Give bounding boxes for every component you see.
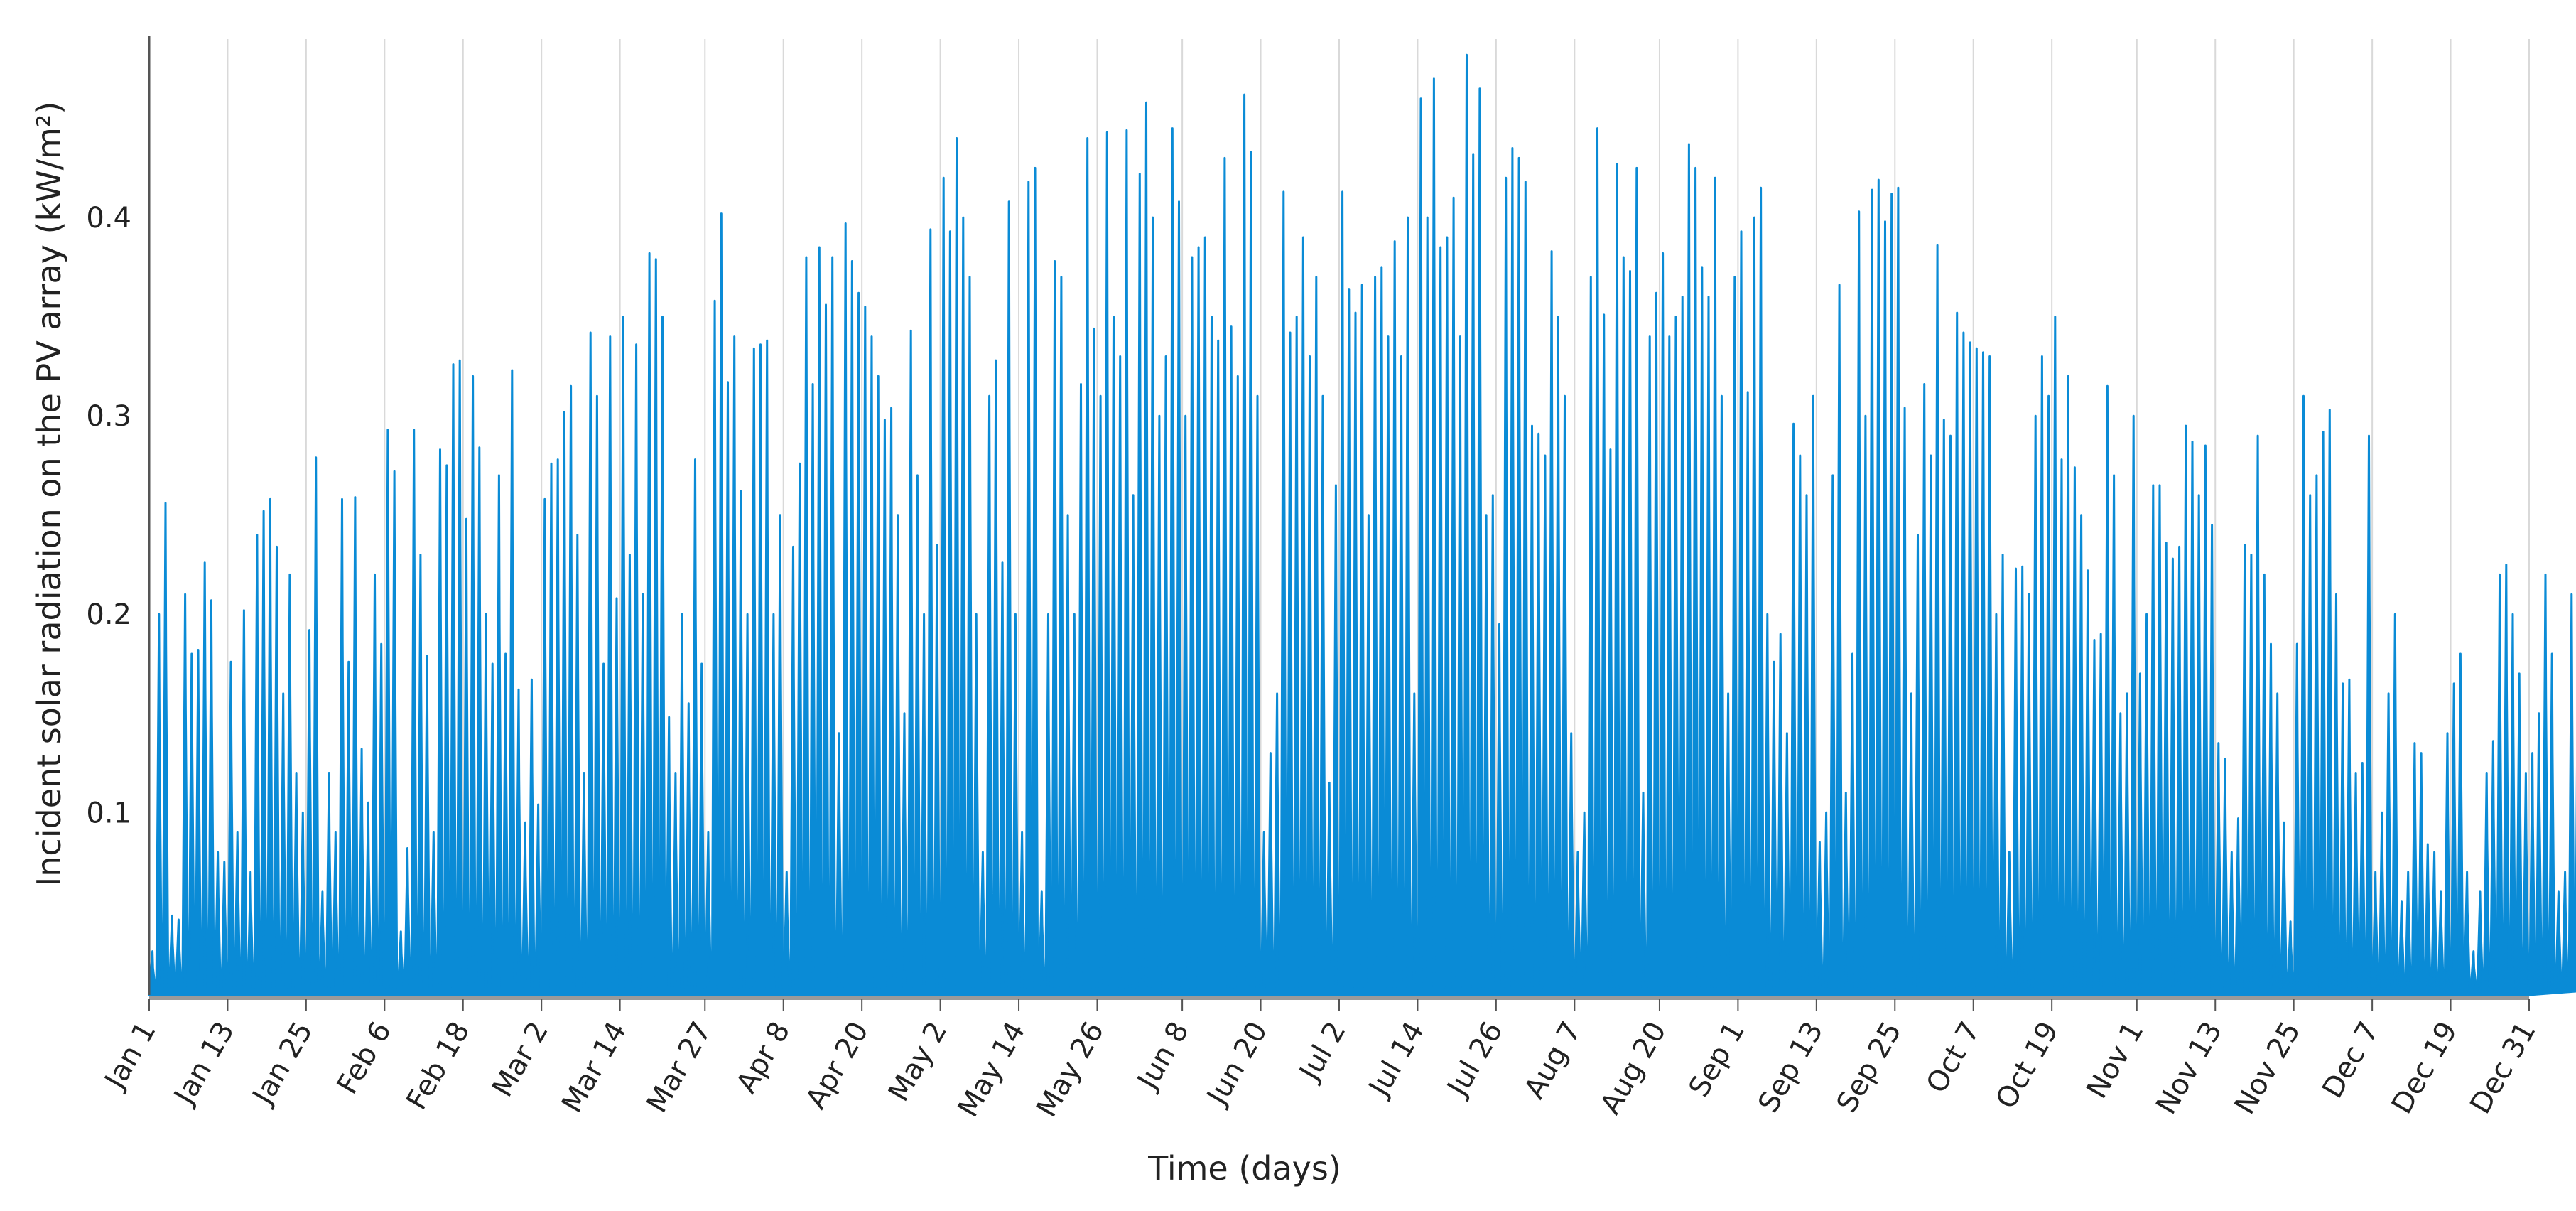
- x-tick-label: Jun 8: [1130, 1016, 1196, 1097]
- x-tick-label: Jul 14: [1362, 1016, 1431, 1103]
- y-axis-title: Incident solar radiation on the PV array…: [30, 102, 68, 887]
- x-tick-label: Jan 13: [167, 1016, 241, 1112]
- axes: [148, 36, 2529, 1000]
- x-tick-label: Mar 14: [556, 1016, 633, 1118]
- y-tick-labels: 0.1 0.2 0.3 0.4: [86, 202, 131, 829]
- y-tick-label: 0.4: [86, 202, 131, 235]
- y-tick-label: 0.1: [86, 797, 131, 829]
- gridlines: [148, 39, 2530, 995]
- x-tick-label: Jan 1: [97, 1016, 162, 1096]
- series-area: [148, 53, 2576, 996]
- x-tick-label: May 14: [952, 1016, 1032, 1123]
- x-tick-label: Aug 20: [1594, 1016, 1673, 1120]
- x-tick-label: Dec 31: [2464, 1016, 2542, 1119]
- x-tick-label: Nov 1: [2081, 1016, 2150, 1104]
- x-tick-label: Jun 20: [1200, 1016, 1274, 1112]
- x-tick-label: Oct 7: [1920, 1016, 1987, 1099]
- x-tick-label: Aug 7: [1518, 1016, 1588, 1104]
- x-tick-label: Oct 19: [1990, 1016, 2065, 1114]
- x-tick-label: Mar 2: [486, 1016, 555, 1102]
- x-tick-label: Apr 8: [730, 1016, 797, 1099]
- y-tick-label: 0.2: [86, 598, 131, 631]
- x-tick-label: Sep 13: [1752, 1016, 1829, 1118]
- x-tick-label: Nov 25: [2229, 1016, 2307, 1120]
- x-tick-label: Apr 20: [800, 1016, 875, 1114]
- x-tick-label: Dec 7: [2316, 1016, 2386, 1104]
- x-tick-labels: Jan 1 Jan 13 Jan 25 Feb 6 Feb 18 Mar 2 Mar 14 M…: [97, 999, 2543, 1123]
- x-tick-label: Sep 1: [1682, 1016, 1751, 1102]
- series-path: [148, 53, 2576, 996]
- x-tick-label: Feb 6: [331, 1016, 398, 1099]
- x-tick-label: Jul 26: [1440, 1016, 1509, 1103]
- x-tick-label: Nov 13: [2150, 1016, 2229, 1120]
- x-tick-label: Mar 27: [641, 1016, 718, 1118]
- x-axis-title: Time (days): [1147, 1149, 1341, 1188]
- x-tick-label: May 2: [882, 1016, 953, 1107]
- x-tick-label: Sep 25: [1831, 1016, 1908, 1118]
- x-tick-label: Dec 19: [2386, 1016, 2464, 1119]
- y-tick-label: 0.3: [86, 400, 131, 433]
- x-tick-label: May 26: [1030, 1016, 1110, 1123]
- x-tick-label: Jul 2: [1292, 1016, 1353, 1087]
- x-tick-label: Feb 18: [400, 1016, 476, 1115]
- x-tick-label: Jan 25: [246, 1016, 320, 1112]
